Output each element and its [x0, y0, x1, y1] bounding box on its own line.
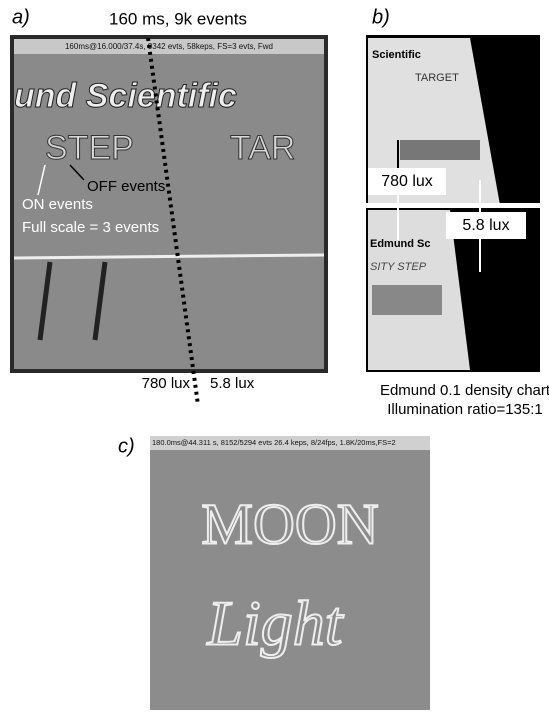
gray-steps — [400, 140, 480, 160]
image-text: STEP — [45, 129, 134, 167]
caption: Illumination ratio=135:1 — [387, 401, 543, 418]
image-text: und Scientific — [14, 77, 237, 115]
panel-label: c) — [118, 435, 135, 457]
annotation: ON events — [22, 196, 93, 213]
image-text: TARGET — [415, 72, 459, 84]
image-text: SITY STEP — [370, 261, 427, 273]
status-text: 160ms@16.000/37.4s, 9342 evts, 58keps, F… — [65, 42, 273, 51]
caption: Edmund 0.1 density chart — [380, 382, 549, 399]
caption: 160 ms, 9k events — [109, 9, 247, 28]
figure: a) 160 ms, 9k events 160ms@16.000/37.4s,… — [0, 0, 549, 713]
split — [366, 203, 540, 208]
image-text: Light — [206, 588, 344, 659]
image-text: TAR — [230, 129, 295, 167]
panel-label: a) — [12, 6, 30, 28]
annotation: Full scale = 3 events — [22, 219, 159, 236]
image-text: Edmund Sc — [370, 238, 431, 250]
gray-steps — [372, 285, 442, 315]
lux-label: 5.8 lux — [462, 217, 509, 234]
lux-label: 780 lux — [142, 375, 191, 392]
panel-label: b) — [372, 6, 390, 28]
image-text: MOON — [201, 491, 378, 556]
status-text: 180.0ms@44.311 s, 8152/5294 evts 26.4 ke… — [152, 438, 396, 447]
lux-label: 780 lux — [381, 173, 433, 190]
lux-label: 5.8 lux — [210, 375, 255, 392]
event-image — [150, 436, 430, 710]
image-text: Scientific — [372, 49, 421, 61]
annotation: OFF events — [87, 178, 165, 195]
